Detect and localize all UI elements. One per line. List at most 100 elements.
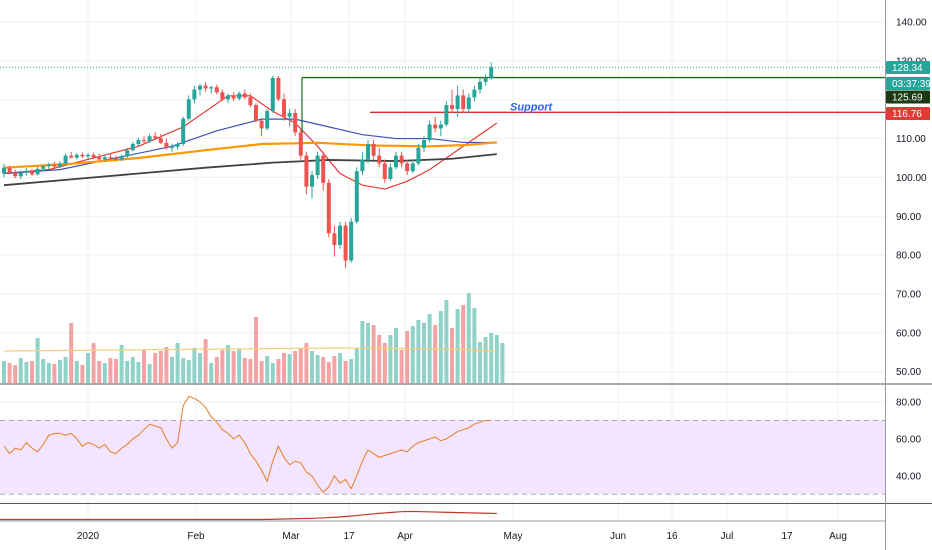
time-tick-label: Jun — [610, 531, 626, 542]
volume-bar — [494, 335, 499, 383]
volume-bar — [170, 357, 174, 383]
volume-bar — [186, 360, 191, 383]
volume-bar — [175, 343, 180, 383]
price-tag-box — [886, 77, 930, 90]
volume-bar — [338, 353, 342, 383]
candle-body — [326, 182, 331, 234]
volume-bar — [2, 361, 6, 383]
rsi-layer — [3, 395, 492, 494]
candle-body — [276, 77, 281, 100]
volume-bar — [405, 331, 410, 383]
volume-bar — [97, 361, 102, 383]
volume-bar — [91, 343, 96, 383]
volume-bar — [192, 348, 197, 383]
candle-body — [130, 143, 135, 151]
candle-body — [388, 167, 393, 179]
volume-bar — [293, 351, 298, 383]
volume-bar — [478, 342, 482, 383]
volume-bar — [461, 305, 466, 383]
price-tick-label: 90.00 — [896, 212, 921, 223]
price-tick-label: 70.00 — [896, 289, 921, 300]
volume-bar — [114, 359, 118, 383]
candle-body — [461, 95, 466, 110]
candle-body — [478, 81, 482, 90]
candle-body — [186, 99, 191, 119]
candle-body — [360, 159, 365, 172]
candle-body — [304, 155, 309, 187]
volume-bar — [181, 358, 186, 383]
volume-bar — [220, 350, 225, 383]
volume-bar — [466, 293, 471, 383]
volume-bar — [410, 326, 415, 383]
volume-bar — [472, 308, 477, 383]
candle-body — [214, 87, 219, 93]
volume-bar — [119, 345, 124, 383]
candle-body — [108, 157, 113, 159]
candle-body — [86, 154, 90, 157]
candle-body — [41, 166, 46, 169]
volume-bar — [13, 365, 18, 383]
candle-body — [102, 157, 107, 160]
volume-bar — [242, 358, 247, 383]
time-tick-label: 16 — [666, 531, 678, 542]
price-tick-label: 80.00 — [896, 251, 921, 262]
candle-body — [349, 221, 354, 261]
candle-body — [315, 155, 320, 176]
volume-bar — [433, 325, 438, 383]
volume-bar — [399, 350, 404, 383]
price-tag-layer: 128.34 03:37:39 125.69 116.76 — [886, 61, 931, 120]
candle-body — [394, 155, 398, 168]
volume-bar — [332, 356, 337, 383]
candle-body — [119, 156, 124, 160]
volume-bar — [394, 328, 398, 383]
volume-bar — [130, 357, 135, 383]
volume-bar — [270, 363, 275, 383]
volume-bar — [35, 338, 40, 383]
candle-body — [332, 233, 337, 245]
candle-body — [472, 89, 477, 98]
volume-bar — [259, 361, 264, 383]
candle-body — [198, 85, 202, 90]
price-tag-label: 128.34 — [892, 63, 923, 74]
time-tick-label: Mar — [282, 531, 300, 542]
candle-body — [450, 105, 454, 110]
volume-bar — [147, 364, 152, 383]
rsi-band-fill — [0, 420, 885, 495]
candle-body — [293, 112, 298, 133]
candle-body — [338, 225, 342, 245]
candle-layer — [2, 62, 494, 269]
candle-body — [321, 155, 326, 183]
volume-bar — [444, 300, 449, 383]
candle-body — [371, 143, 376, 156]
volume-bar — [371, 325, 376, 383]
candle-body — [63, 155, 68, 164]
volume-bar — [304, 343, 309, 383]
candle-body — [354, 171, 359, 222]
volume-bar — [422, 323, 426, 383]
candle-body — [7, 167, 12, 173]
candle-body — [52, 164, 57, 167]
volume-bar — [360, 321, 365, 383]
candle-body — [203, 85, 208, 89]
volume-bar — [438, 311, 443, 383]
candle-body — [489, 67, 494, 78]
rsi-tick-label: 60.00 — [896, 434, 921, 445]
volume-bar — [237, 349, 242, 383]
volume-bar — [63, 357, 68, 383]
candle-body — [410, 163, 415, 172]
annotation-layer: Support — [510, 102, 553, 114]
candle-body — [46, 164, 51, 167]
volume-bar — [58, 360, 62, 383]
candle-body — [209, 87, 214, 89]
candle-body — [282, 99, 286, 117]
price-tag-label: 116.76 — [892, 109, 922, 120]
volume-bar — [86, 353, 90, 383]
volume-bar — [125, 361, 130, 383]
volume-bar — [30, 361, 34, 383]
volume-bar — [298, 348, 303, 383]
candle-body — [125, 150, 130, 157]
volume-bar — [164, 347, 169, 383]
bottom-indicator-layer — [0, 510, 497, 521]
